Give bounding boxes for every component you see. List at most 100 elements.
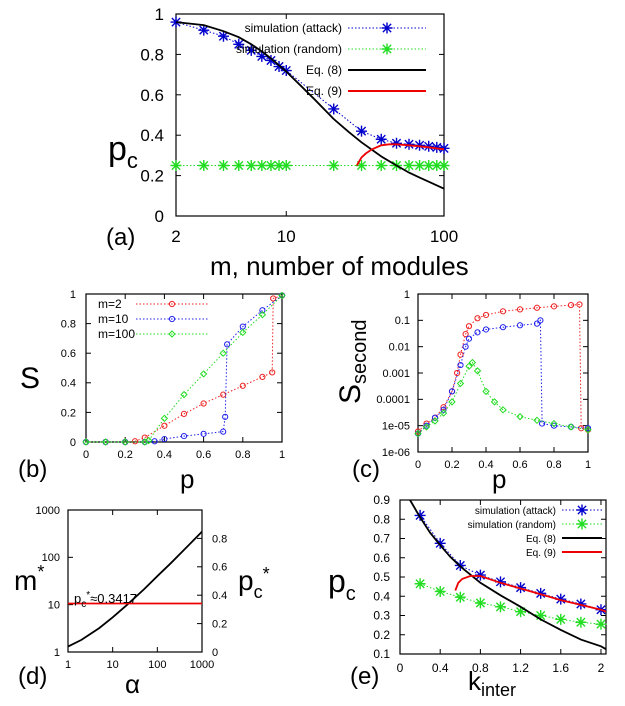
panel-c-series-2-point [533, 416, 541, 424]
panel-a-ytick-label: 0.8 [140, 45, 164, 64]
panel-c-series-0-point [533, 304, 541, 311]
panel-d-ytick-label: 1 [54, 647, 60, 659]
panel-c-series-2-point [431, 417, 439, 425]
panel-e-series-3-line [454, 575, 607, 613]
panel-a-series-0-point [217, 30, 229, 42]
panel-d-y2tick-label: 0.4 [212, 590, 227, 602]
panel-a-series-2-line [175, 21, 445, 190]
panel-b-ylabel: S [20, 362, 40, 395]
panel-e-legend-label: Eq. (9) [526, 548, 556, 559]
panel-b-xtick-label: 0.4 [157, 449, 172, 461]
panel-b-series-2-point [258, 311, 267, 319]
panel-c-series-0-point [462, 331, 469, 338]
panel-e-series-1-point [434, 585, 446, 597]
panel-a-xtick-label: 10 [277, 227, 296, 246]
panel-c-series-2-point [414, 429, 422, 438]
panel-d-xtick-label: 10 [107, 659, 119, 671]
panel-d-xtick-label: 1 [65, 659, 71, 671]
panel-c-label: (c) [352, 456, 380, 483]
panel-a-series-1-point [256, 160, 268, 171]
panel-c-series-2-point [482, 387, 490, 396]
panel-b-series-1-point [259, 307, 266, 314]
panel-e-ytick-label: 0.4 [373, 589, 390, 603]
panel-c-series-1-point [584, 425, 592, 432]
panel-c-ytick-label: 1e-05 [382, 421, 410, 433]
panel-a-series-0-point [328, 103, 340, 115]
panel-a-series-0-point [375, 133, 387, 145]
panel-a-series-1-point [170, 160, 182, 171]
panel-e-label: (e) [350, 663, 379, 690]
panel-d-y2tick-label: 0.2 [212, 618, 227, 630]
panel-b-xtick-label: 0.2 [118, 449, 133, 461]
panel-a-legend-label: Eq. (8) [306, 63, 342, 77]
panel-e-xtick-label: 1.6 [552, 661, 569, 675]
panel-c-series-0-point [499, 308, 507, 315]
panel-c-series-1-point [516, 322, 524, 329]
panel-b-xtick-label: 0.8 [235, 449, 250, 461]
panel-b-ytick-label: 0 [70, 437, 76, 449]
panel-c-ticks: 0 0.2 0.4 0.6 0.8 1 1e-06 1e-05 0.0001 0.001 0.01 0… [376, 289, 591, 471]
panel-a-series-1-point [280, 160, 292, 171]
panel-d-label: (d) [18, 663, 47, 690]
panel-a-series-0-point [414, 139, 426, 151]
panel-c-series-0-point [482, 311, 490, 319]
panel-c-series [414, 301, 592, 438]
panel-a-series-0-point [256, 50, 268, 62]
panel-d-xlabel: α [125, 669, 140, 699]
panel-a-series-1-point [423, 160, 435, 171]
panel-d-plot-frame [67, 509, 203, 653]
panel-b-series-0-point [239, 382, 246, 389]
panel-e-series-2-line [409, 499, 607, 650]
panel-e-ytick-label: 0.6 [373, 551, 390, 565]
panel-a-ytick-label: 0.2 [140, 167, 164, 186]
panel-e-legend: simulation (attack) simulation (random) Eq… [468, 504, 602, 559]
panel-e-series-0-point [414, 509, 426, 521]
panel-a-legend-marker [381, 43, 393, 55]
panel-e-ticks: 0 0.4 0.8 1.2 1.6 2 0.1 0.2 0.3 0.4 0.5 0.6 0.7 0.8 0.… [373, 493, 606, 675]
panel-c-series-0-point [578, 425, 585, 432]
panel-e-ytick-label: 0.1 [373, 647, 390, 661]
panel-c-series-0-point [567, 301, 575, 309]
panel-c-series-2-point [473, 367, 482, 375]
panel-e-ytick-label: 0.8 [373, 512, 390, 526]
panel-e-series-1-point [494, 601, 506, 613]
panel-b-series-0-point [259, 373, 266, 380]
panel-e-series-0-point [474, 569, 486, 581]
panel-a-legend-label: simulation (random) [236, 42, 342, 56]
panel-b-legend: m=2m=10m=100 [98, 297, 208, 341]
panel-b-legend-label: m=2 [98, 297, 122, 311]
panel-b-ytick-label: 1 [70, 289, 76, 301]
panel-b-xtick-label: 0.6 [196, 449, 211, 461]
panel-b-xtick-label: 0 [83, 449, 89, 461]
panel-b-series-2-point [239, 328, 247, 337]
panel-a-ylabel: pc [108, 130, 138, 173]
panel-e-series-1-point [414, 578, 426, 590]
panel-b-series-1-point [224, 341, 231, 348]
panel-b-series-0-point [180, 410, 188, 417]
panel-a-series-0-point [423, 140, 435, 152]
panel-e-ytick-label: 0.3 [373, 609, 390, 623]
panel-c-series-0-point [474, 315, 481, 322]
panel-c-xtick-label: 0.6 [512, 459, 527, 471]
panel-d-y2tick-label: 0 [212, 647, 218, 659]
panel-e-series-0-point [494, 576, 506, 588]
panel-c-series-1-point [533, 320, 541, 327]
panel-b-series-2-point [160, 414, 169, 423]
panel-b-series-1-point [222, 413, 229, 420]
panel-e-legend-label: simulation (attack) [475, 506, 556, 517]
panel-a-series-0-point [438, 142, 450, 154]
panel-e-series-0-point [575, 598, 587, 610]
panel-b-series-0-point [270, 295, 277, 302]
panel-b-series [82, 291, 286, 446]
panel-a-series-0-point [170, 16, 182, 28]
panel-c-series-1-point [482, 326, 490, 333]
panel-e-legend-label: Eq. (8) [526, 534, 556, 545]
panel-a-series-1-point [414, 160, 426, 171]
panel-a-series-1-point [265, 160, 277, 171]
panel-c-xtick-label: 0 [415, 459, 421, 471]
panel-b-plot-frame [85, 293, 283, 443]
panel-e-series-0-point [555, 593, 567, 605]
panel-e-ytick-label: 0.5 [373, 570, 390, 584]
panel-a-ytick-label: 0.6 [140, 86, 164, 105]
